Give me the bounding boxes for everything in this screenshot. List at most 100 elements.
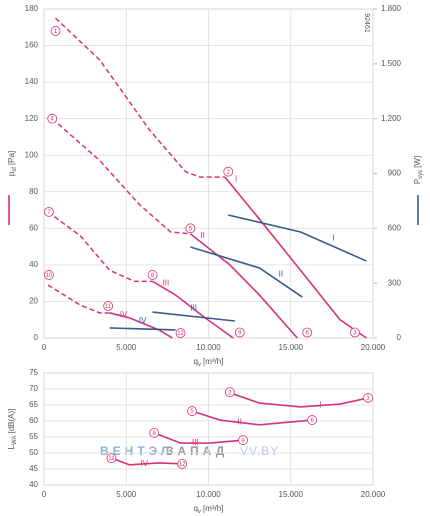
point-label: 1 <box>54 29 58 35</box>
point-label: 3 <box>366 396 370 402</box>
y-tick-label: 70 <box>29 384 38 393</box>
series-label: IV <box>120 310 128 319</box>
axis-label: qv [m³/h] <box>194 357 224 367</box>
y-tick-label: 60 <box>29 223 38 232</box>
point-marker <box>307 415 318 425</box>
y-tick-label: 65 <box>29 400 38 409</box>
point-marker <box>177 458 188 469</box>
series-label: II <box>238 418 242 427</box>
x-tick-label: 5.000 <box>116 490 137 499</box>
y-tick-label: 100 <box>25 150 39 159</box>
series-label: III <box>190 304 197 313</box>
point-marker <box>50 26 61 36</box>
series-label: I <box>319 401 321 410</box>
y2-tick-label: 1.200 <box>381 114 402 123</box>
y-tick-label: 75 <box>29 368 38 377</box>
axis-unit: [m³/h] <box>203 504 223 513</box>
axis-unit: [W] <box>413 156 422 168</box>
axis-subscript: v <box>198 362 201 368</box>
point-label: 9 <box>241 438 245 444</box>
curve <box>152 311 235 322</box>
point-label: 5 <box>190 409 194 415</box>
series-label: III <box>163 278 170 287</box>
point-marker <box>302 327 313 338</box>
point-label: 9 <box>238 331 242 337</box>
stall-curve <box>47 211 153 283</box>
point-marker <box>187 406 197 416</box>
point-marker <box>175 328 186 338</box>
stall-curve <box>51 118 191 235</box>
series-label: III <box>192 438 199 447</box>
watermark: ВЕНТЭЛ <box>100 444 173 458</box>
point-label: 10 <box>46 273 53 279</box>
chart-title: 92461 <box>363 13 370 33</box>
y-tick-label: 140 <box>25 77 39 86</box>
axis-symbol: p <box>7 171 16 176</box>
point-marker <box>185 223 196 234</box>
curve <box>153 432 244 444</box>
point-marker <box>238 435 248 446</box>
curve <box>228 214 367 262</box>
point-label: 11 <box>105 304 112 310</box>
point-label: 2 <box>227 170 231 176</box>
curve <box>109 327 176 331</box>
y-tick-label: 45 <box>29 464 38 473</box>
series-label: II <box>200 231 204 240</box>
axis-label: Psys [W] <box>413 156 423 184</box>
curve <box>111 457 183 466</box>
point-marker <box>224 387 235 398</box>
point-marker <box>147 270 158 280</box>
curve <box>224 176 367 339</box>
axis-symbol: q <box>194 504 198 513</box>
x-tick-label: 20.000 <box>361 343 386 352</box>
point-marker <box>350 327 360 338</box>
curve <box>152 280 234 339</box>
point-marker <box>234 327 245 338</box>
point-label: 8 <box>153 431 157 437</box>
point-label: 2 <box>228 390 232 396</box>
y2-tick-label: 600 <box>388 223 402 232</box>
y-tick-label: 50 <box>29 448 38 457</box>
y-tick-label: 180 <box>25 4 39 13</box>
x-tick-label: 5.000 <box>116 343 137 352</box>
point-label: 11 <box>108 456 115 462</box>
point-label: 8 <box>151 273 155 279</box>
series-label: I <box>332 234 334 243</box>
watermark: ЗАПАД <box>166 444 228 458</box>
y-tick-label: 60 <box>29 416 38 425</box>
axis-label: psf [Pa] <box>7 151 17 176</box>
series-label: II <box>279 270 283 279</box>
y-tick-label: 120 <box>25 114 39 123</box>
y2-tick-label: 1.500 <box>381 59 402 68</box>
axis-label: LWA [dB(A)] <box>7 409 17 450</box>
y-tick-label: 0 <box>34 333 39 342</box>
point-marker <box>44 270 54 280</box>
point-marker <box>47 113 58 124</box>
y-tick-label: 80 <box>29 187 38 196</box>
curve <box>189 233 298 339</box>
point-label: 12 <box>177 331 184 337</box>
series-label: I <box>235 174 237 183</box>
y2-tick-label: 0 <box>397 333 402 342</box>
x-tick-label: 0 <box>42 490 47 499</box>
y-tick-label: 55 <box>29 432 38 441</box>
y-tick-label: 40 <box>29 480 38 489</box>
axis-label: qv [m³/h] <box>194 504 224 514</box>
point-marker <box>44 206 54 217</box>
axis-unit: [Pa] <box>7 151 16 165</box>
curve <box>109 312 173 339</box>
x-tick-label: 20.000 <box>361 490 386 499</box>
y-tick-label: 20 <box>29 297 38 306</box>
stall-curve <box>54 17 225 178</box>
point-label: 4 <box>51 117 55 123</box>
series-label: IV <box>141 459 149 468</box>
point-marker <box>149 427 160 438</box>
series-label: IV <box>139 316 147 325</box>
y2-tick-label: 1.800 <box>381 4 402 13</box>
y-tick-label: 160 <box>25 41 39 50</box>
axis-subscript: sf <box>12 167 18 172</box>
stall-curve <box>47 284 110 314</box>
point-label: 6 <box>310 418 314 424</box>
curve <box>229 392 369 408</box>
